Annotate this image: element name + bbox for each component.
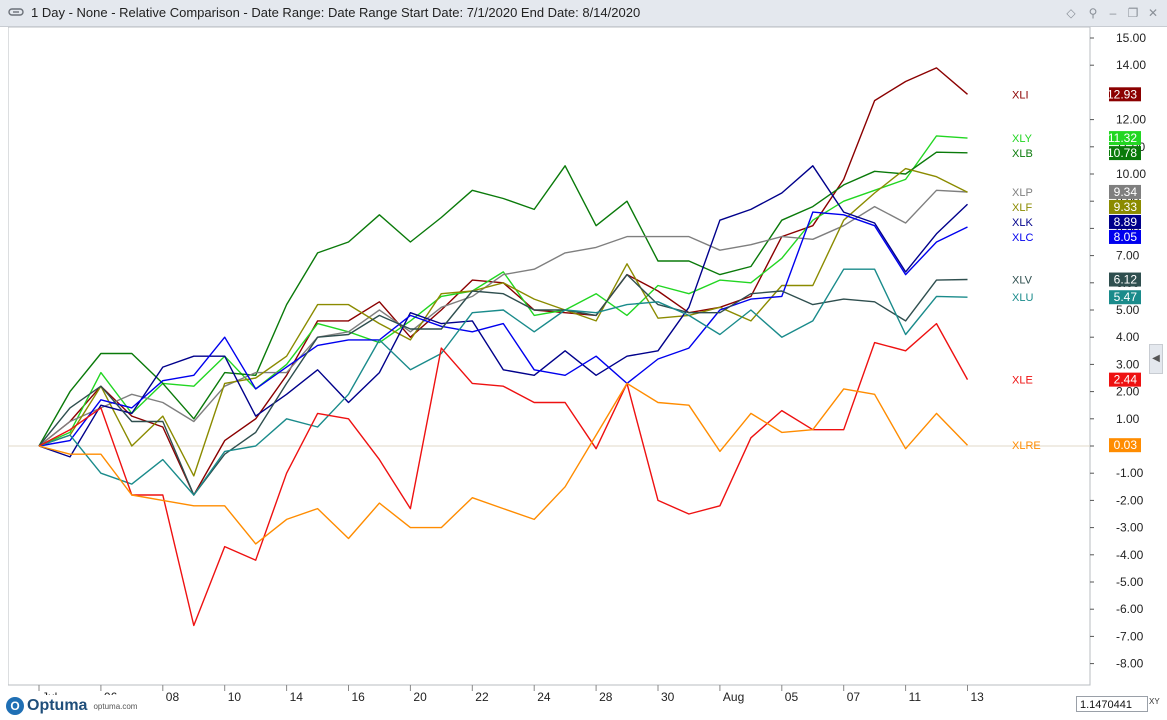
value-label-xli: 12.93 [1107, 87, 1137, 101]
plot-border [8, 27, 1091, 686]
value-box-xle [1109, 372, 1141, 387]
x-tick-label: 08 [166, 690, 180, 704]
value-label-xlp: 9.34 [1114, 185, 1138, 199]
pin-icon[interactable]: ⚲ [1088, 6, 1098, 20]
brand-url: optuma.com [93, 701, 138, 711]
y-tick-label: 12.00 [1116, 113, 1146, 127]
x-tick-label: 10 [228, 690, 242, 704]
value-label-xlre: 0.03 [1114, 438, 1138, 452]
value-label-xly: 11.32 [1108, 131, 1137, 145]
x-tick-label: 16 [352, 690, 366, 704]
scale-mode-label[interactable]: XY [1149, 697, 1160, 706]
x-tick-label: 07 [847, 690, 861, 704]
value-box-xlb [1109, 146, 1141, 161]
x-tick-label: 28 [599, 690, 613, 704]
y-tick-label: -7.00 [1116, 629, 1144, 643]
panel-toggle-handle[interactable]: ◀ [1149, 344, 1163, 374]
diamond-icon[interactable]: ◇ [1066, 6, 1076, 20]
window-title: 1 Day - None - Relative Comparison - Dat… [31, 5, 641, 20]
relative-comparison-chart[interactable]: 15.0014.0012.0011.0010.009.008.007.006.0… [8, 27, 1159, 711]
value-label-xlb: 10.78 [1107, 146, 1137, 160]
series-name-xlu: XLU [1012, 292, 1033, 304]
x-tick-label: 22 [475, 690, 489, 704]
value-box-xlre [1109, 438, 1141, 453]
series-line-xlf[interactable] [38, 167, 968, 477]
series-name-xlv: XLV [1012, 275, 1033, 287]
y-tick-label: 2.00 [1116, 385, 1140, 399]
value-box-xli [1109, 87, 1141, 102]
y-tick-label: -3.00 [1116, 521, 1144, 535]
series-line-xli[interactable] [38, 67, 968, 496]
series-name-xlp: XLP [1012, 187, 1033, 199]
series-name-xlk: XLK [1012, 217, 1033, 229]
value-box-xlc [1109, 229, 1141, 244]
series-name-xly: XLY [1012, 133, 1033, 145]
series-name-xlc: XLC [1012, 232, 1033, 244]
series-line-xlp[interactable] [38, 189, 968, 447]
x-tick-label: 14 [290, 690, 304, 704]
close-icon[interactable]: ✕ [1147, 6, 1159, 20]
y-tick-label: 7.00 [1116, 249, 1140, 263]
optuma-logo-icon: O [6, 697, 24, 715]
chart-area[interactable]: 15.0014.0012.0011.0010.009.008.007.006.0… [8, 27, 1159, 711]
y-tick-label: -2.00 [1116, 493, 1144, 507]
value-label-xlc: 8.05 [1114, 230, 1138, 244]
x-tick-label: 24 [537, 690, 551, 704]
y-tick-label: 14.00 [1116, 58, 1146, 72]
y-tick-label: 3.00 [1116, 357, 1140, 371]
series-name-xlb: XLB [1012, 148, 1033, 160]
y-tick-label: 10.00 [1116, 167, 1146, 181]
scale-value-box[interactable]: 1.1470441 [1076, 696, 1148, 712]
series-name-xle: XLE [1012, 375, 1033, 387]
restore-icon[interactable]: ❐ [1127, 6, 1139, 20]
x-tick-label: 11 [909, 690, 922, 704]
value-box-xlk [1109, 214, 1141, 229]
value-label-xlk: 8.89 [1114, 215, 1138, 229]
series-line-xlc[interactable] [38, 211, 968, 447]
series-line-xlu[interactable] [38, 268, 968, 496]
value-label-xlf: 9.33 [1114, 200, 1138, 214]
y-tick-label: -1.00 [1116, 466, 1144, 480]
y-tick-label: 5.00 [1116, 303, 1140, 317]
y-tick-label: -6.00 [1116, 602, 1144, 616]
value-box-xlf [1109, 199, 1141, 214]
x-tick-label: 05 [785, 690, 799, 704]
value-box-xlp [1109, 184, 1141, 199]
y-tick-label: 15.00 [1116, 31, 1146, 45]
series-line-xly[interactable] [38, 135, 968, 447]
y-tick-label: -4.00 [1116, 548, 1144, 562]
value-box-xly [1109, 131, 1141, 146]
series-line-xlre[interactable] [38, 382, 969, 545]
optuma-logo: O Optuma optuma.com [6, 695, 142, 717]
brand-name: Optuma [27, 697, 88, 714]
series-line-xlb[interactable] [38, 151, 968, 447]
value-label-xle: 2.44 [1114, 373, 1138, 387]
chart-link-icon[interactable] [8, 6, 24, 18]
x-tick-label: 30 [661, 690, 675, 704]
value-box-xlv [1109, 272, 1141, 287]
value-label-xlu: 5.47 [1114, 290, 1138, 304]
minimize-icon[interactable]: – [1109, 6, 1117, 20]
y-tick-label: -5.00 [1116, 575, 1144, 589]
series-name-xli: XLI [1012, 89, 1029, 101]
x-tick-label: 20 [413, 690, 427, 704]
y-tick-label: -8.00 [1116, 657, 1144, 671]
y-tick-label: 1.00 [1116, 412, 1140, 426]
value-box-xlu [1109, 290, 1141, 305]
x-tick-label: 13 [971, 690, 985, 704]
value-label-xlv: 6.12 [1114, 273, 1138, 287]
series-name-xlre: XLRE [1012, 440, 1041, 452]
y-tick-label: 4.00 [1116, 330, 1140, 344]
title-bar: 1 Day - None - Relative Comparison - Dat… [0, 0, 1167, 27]
series-line-xlk[interactable] [38, 165, 968, 458]
series-name-xlf: XLF [1012, 202, 1032, 214]
x-tick-label: Aug [723, 690, 744, 704]
